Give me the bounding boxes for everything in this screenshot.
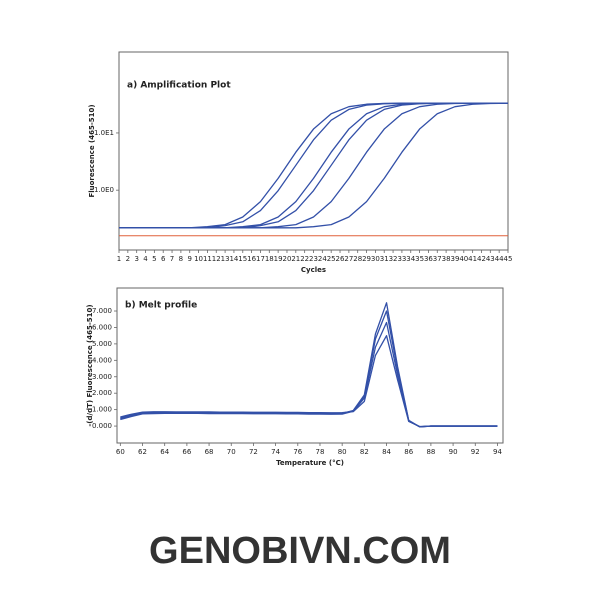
x-tick-label: 84 — [382, 448, 391, 456]
x-tick-label: 9 — [187, 255, 191, 263]
x-tick-label: 25 — [327, 255, 336, 263]
x-tick-label: 15 — [238, 255, 247, 263]
plot-frame — [116, 287, 504, 444]
x-tick-label: 8 — [179, 255, 183, 263]
x-tick-label: 1 — [117, 255, 121, 263]
footer: GENOBIVN.COM — [149, 530, 451, 572]
y-tick-label: 1.0E0 — [94, 186, 114, 194]
x-tick-label: 33 — [397, 255, 406, 263]
y-axis-label: Fluorescence (465-510) — [88, 104, 96, 197]
x-tick-label: 23 — [309, 255, 318, 263]
chart-title: a) Amplification Plot — [127, 81, 231, 91]
x-tick-label: 38 — [442, 255, 451, 263]
x-tick-label: 12 — [212, 255, 221, 263]
x-tick-label: 44 — [495, 255, 504, 263]
x-tick-label: 78 — [316, 448, 325, 456]
y-tick-label: 5.000 — [92, 340, 112, 348]
x-tick-label: 74 — [271, 448, 280, 456]
y-axis-label: -(d/dT) Fluorescence (465-510) — [86, 304, 94, 426]
x-tick-label: 88 — [426, 448, 435, 456]
x-axis-label: Cycles — [301, 266, 326, 274]
x-tick-label: 66 — [182, 448, 191, 456]
x-axis-label: Temperature (°C) — [276, 459, 344, 467]
data-line — [120, 335, 498, 428]
x-tick-label: 29 — [362, 255, 371, 263]
x-tick-label: 3 — [134, 255, 138, 263]
x-tick-label: 70 — [227, 448, 236, 456]
x-tick-label: 64 — [160, 448, 169, 456]
x-tick-label: 41 — [468, 255, 477, 263]
x-tick-label: 27 — [344, 255, 353, 263]
x-tick-label: 22 — [300, 255, 309, 263]
x-tick-label: 2 — [126, 255, 130, 263]
x-tick-label: 17 — [256, 255, 265, 263]
x-tick-label: 5 — [152, 255, 156, 263]
x-tick-label: 35 — [415, 255, 424, 263]
x-tick-label: 6 — [161, 255, 166, 263]
x-tick-label: 43 — [486, 255, 495, 263]
x-tick-label: 60 — [116, 448, 125, 456]
x-tick-label: 39 — [450, 255, 459, 263]
x-tick-label: 20 — [283, 255, 292, 263]
x-tick-label: 80 — [338, 448, 347, 456]
x-tick-label: 92 — [471, 448, 480, 456]
x-tick-label: 10 — [194, 255, 203, 263]
x-tick-label: 82 — [360, 448, 369, 456]
x-tick-label: 11 — [203, 255, 212, 263]
x-tick-label: 31 — [380, 255, 389, 263]
x-tick-label: 7 — [170, 255, 174, 263]
x-tick-label: 18 — [265, 255, 274, 263]
y-tick-label: 2.000 — [92, 389, 112, 397]
x-tick-label: 13 — [221, 255, 230, 263]
x-tick-label: 21 — [291, 255, 300, 263]
x-tick-label: 16 — [247, 255, 256, 263]
x-tick-label: 72 — [249, 448, 258, 456]
x-tick-label: 26 — [336, 255, 345, 263]
x-tick-label: 32 — [389, 255, 398, 263]
x-tick-label: 14 — [229, 255, 238, 263]
x-tick-label: 28 — [353, 255, 362, 263]
y-tick-label: 0.000 — [92, 422, 112, 430]
x-tick-label: 68 — [205, 448, 214, 456]
x-tick-label: 34 — [406, 255, 415, 263]
x-tick-label: 4 — [143, 255, 148, 263]
y-tick-label: 4.000 — [92, 356, 112, 364]
y-tick-label: 1.0E1 — [94, 129, 114, 137]
x-tick-label: 42 — [477, 255, 486, 263]
x-tick-label: 62 — [138, 448, 147, 456]
data-line — [119, 102, 509, 229]
x-tick-label: 94 — [493, 448, 502, 456]
x-tick-label: 90 — [449, 448, 458, 456]
chart-title: b) Melt profile — [125, 301, 197, 311]
y-tick-label: 6.000 — [92, 323, 112, 331]
x-tick-label: 45 — [504, 255, 513, 263]
x-tick-label: 19 — [274, 255, 283, 263]
y-tick-label: 3.000 — [92, 373, 112, 381]
x-tick-label: 30 — [371, 255, 380, 263]
x-tick-label: 37 — [433, 255, 442, 263]
x-tick-label: 40 — [459, 255, 468, 263]
y-tick-label: 1.000 — [92, 406, 112, 414]
x-tick-label: 76 — [293, 448, 302, 456]
x-tick-label: 86 — [404, 448, 413, 456]
x-tick-label: 24 — [318, 255, 327, 263]
x-tick-label: 36 — [424, 255, 433, 263]
y-tick-label: 7.000 — [92, 307, 112, 315]
